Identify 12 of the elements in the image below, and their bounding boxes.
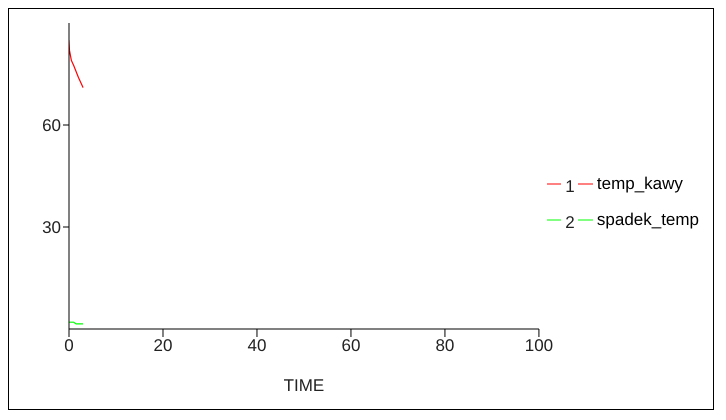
x-tick-label: 0 <box>64 336 74 356</box>
x-tick-label: 60 <box>341 336 360 356</box>
x-tick-label: 80 <box>435 336 454 356</box>
x-axis-title: TIME <box>284 376 324 395</box>
legend-label: spadek_temp <box>596 210 699 230</box>
x-tick-label: 100 <box>524 336 554 356</box>
text: 1 <box>565 177 575 196</box>
text: 2 <box>565 213 575 232</box>
x-tick-label: 20 <box>154 336 172 356</box>
x-tick-label: 40 <box>248 336 266 356</box>
y-tick-label: 30 <box>42 218 61 238</box>
legend-label: temp_kawy <box>596 174 683 194</box>
